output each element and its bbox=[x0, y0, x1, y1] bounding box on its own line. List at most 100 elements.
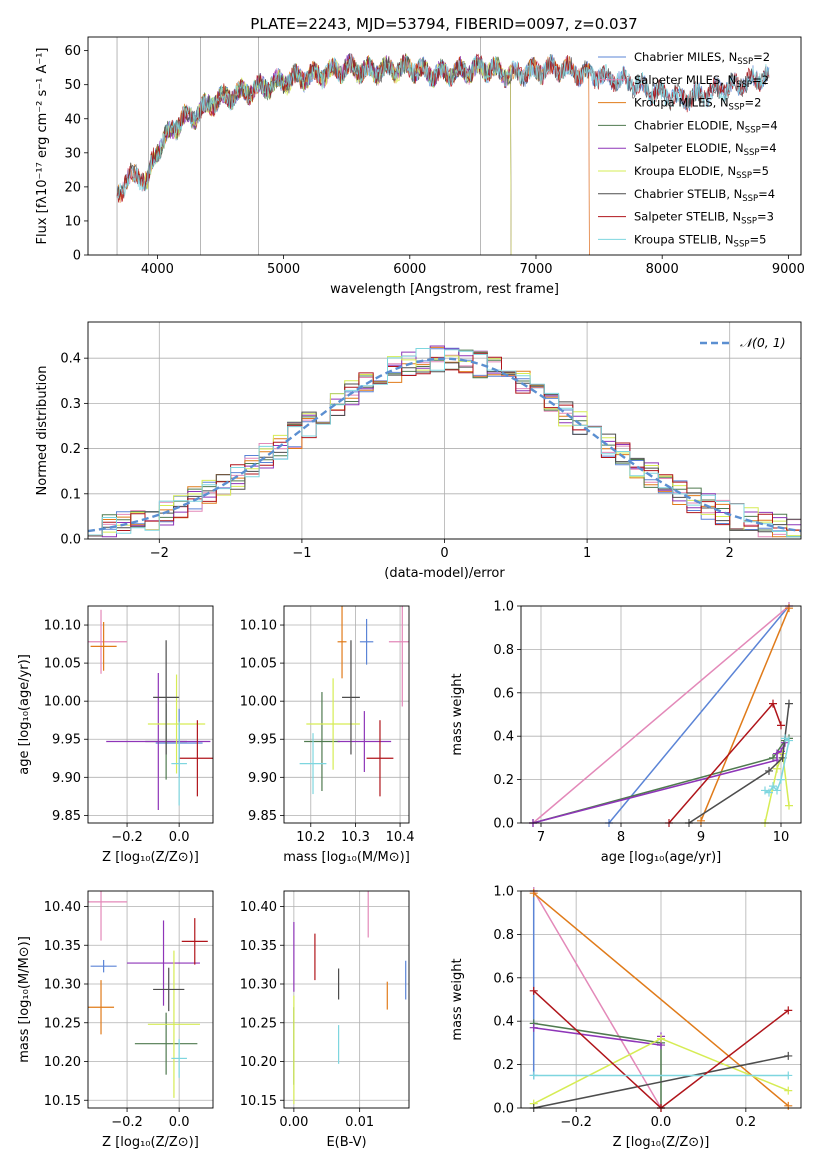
weight-marker-c7 bbox=[529, 986, 538, 995]
panel-spectrum: 4000 5000 6000 7000 8000 9000 0 10 20 30 40 50 60 wav… bbox=[35, 36, 805, 297]
legend-tail: =4 bbox=[758, 187, 775, 201]
x-tick-label: 1 bbox=[583, 546, 591, 561]
y-tick-label: 10.00 bbox=[44, 695, 81, 710]
y-tick-label: 10.30 bbox=[44, 978, 81, 993]
weight-marker-c8 bbox=[769, 782, 777, 791]
plot-area bbox=[88, 609, 213, 811]
y-axis-label: age [log₁₀(age/yr)] bbox=[17, 654, 32, 775]
weight-marker-c2 bbox=[784, 1101, 793, 1110]
weight-marker-c6 bbox=[785, 699, 793, 708]
legend-tail: =4 bbox=[761, 118, 778, 132]
weight-marker-c2 bbox=[697, 816, 705, 825]
legend-entry: Chabrier ELODIE, NSSP=4 bbox=[634, 118, 778, 135]
x-axis-label: mass [log₁₀(M/M⊙)] bbox=[283, 850, 410, 865]
y-tick-label: 40 bbox=[64, 112, 81, 127]
weight-marker-c8 bbox=[765, 788, 773, 797]
panel-age_vs_mass: 10.2 10.3 10.4 9.85 9.90 9.95 10.00 10.05 10.10 m… bbox=[240, 605, 415, 865]
legend-sub: SSP bbox=[745, 125, 761, 135]
y-tick-label: 10 bbox=[64, 214, 81, 229]
histogram-c6 bbox=[88, 352, 801, 536]
y-tick-label: 9.90 bbox=[248, 771, 277, 786]
legend-tail: =5 bbox=[752, 164, 769, 178]
y-tick-label: 0.8 bbox=[493, 928, 514, 943]
legend-name: Kroupa MILES, N bbox=[634, 96, 729, 110]
x-tick-label: 0.01 bbox=[345, 1115, 374, 1130]
x-tick-label: 5000 bbox=[267, 262, 300, 277]
legend-sub: SSP bbox=[729, 103, 745, 113]
legend-entry: Salpeter MILES, NSSP=2 bbox=[634, 73, 769, 90]
legend-name: Chabrier STELIB, N bbox=[634, 187, 742, 201]
axes-frame bbox=[87, 36, 802, 256]
legend-entry: Kroupa STELIB, NSSP=5 bbox=[634, 232, 766, 249]
weight-marker-c7 bbox=[769, 699, 777, 708]
y-tick-label: 30 bbox=[64, 146, 81, 161]
legend-sub: SSP bbox=[742, 194, 758, 204]
legend-entry: Chabrier MILES, NSSP=2 bbox=[634, 50, 770, 67]
normal-curve bbox=[88, 357, 801, 533]
legend-entry: Kroupa MILES, NSSP=2 bbox=[634, 96, 761, 113]
y-tick-label: 9.95 bbox=[248, 733, 277, 748]
y-tick-label: 50 bbox=[64, 78, 81, 93]
y-tick-label: 10.10 bbox=[44, 619, 81, 634]
legend-sub: SSP bbox=[736, 171, 752, 181]
figure-title: PLATE=2243, MJD=53794, FIBERID=0097, z=0… bbox=[250, 15, 637, 33]
weight-line-c1 bbox=[533, 890, 662, 1109]
x-tick-label: 10.3 bbox=[341, 830, 370, 845]
weight-line-c2 bbox=[533, 892, 789, 1107]
legend-tail: =2 bbox=[744, 96, 761, 110]
x-tick-label: 0 bbox=[440, 546, 448, 561]
y-axis-label: Normed distribution bbox=[35, 366, 50, 496]
y-tick-label: 1.0 bbox=[493, 600, 514, 615]
x-tick-label: −0.2 bbox=[111, 830, 143, 845]
weight-line-c4 bbox=[532, 742, 786, 824]
spectrum-series-c8 bbox=[116, 53, 770, 199]
x-tick-label: −1 bbox=[292, 546, 311, 561]
legend-entry: Chabrier STELIB, NSSP=4 bbox=[634, 187, 775, 204]
legend-sub: SSP bbox=[741, 217, 757, 227]
x-axis-label: Z [log₁₀(Z/Z⊙)] bbox=[102, 1135, 199, 1150]
x-axis-label: Z [log₁₀(Z/Z⊙)] bbox=[102, 850, 199, 865]
x-tick-label: 10 bbox=[773, 830, 790, 845]
y-tick-label: 10.20 bbox=[240, 1055, 277, 1070]
legend-tail: =2 bbox=[752, 73, 769, 87]
x-tick-label: 9 bbox=[697, 830, 705, 845]
y-axis-label: mass weight bbox=[450, 958, 465, 1040]
spectrum-series-c3 bbox=[144, 55, 512, 255]
y-tick-label: 0.2 bbox=[493, 1058, 514, 1073]
weight-marker-c8 bbox=[777, 775, 785, 784]
x-tick-label: −0.2 bbox=[560, 1115, 592, 1130]
panel-mass_vs_ebv: 0.00 0.01 10.15 10.20 10.25 10.30 10.35 10.40 E(… bbox=[240, 890, 410, 1150]
plot-area bbox=[116, 37, 770, 255]
legend-tail: =2 bbox=[753, 50, 770, 64]
x-axis-label: E(B-V) bbox=[326, 1135, 366, 1150]
y-tick-label: 0.4 bbox=[60, 352, 81, 367]
legend-sub: SSP bbox=[734, 239, 750, 249]
weight-marker-c7 bbox=[784, 1006, 793, 1015]
y-axis-label: mass weight bbox=[450, 673, 465, 755]
x-tick-label: 0.2 bbox=[736, 1115, 757, 1130]
legend-tail: =4 bbox=[760, 141, 777, 155]
weight-line-c6 bbox=[688, 703, 790, 824]
weight-marker-c5 bbox=[785, 801, 793, 810]
y-tick-label: 10.05 bbox=[240, 657, 277, 672]
x-tick-label: 0.0 bbox=[651, 1115, 672, 1130]
legend-name: Salpeter MILES, N bbox=[634, 73, 736, 87]
plot-area bbox=[88, 345, 801, 538]
x-tick-label: 2 bbox=[726, 546, 734, 561]
weight-marker-c4 bbox=[529, 1023, 538, 1032]
y-tick-label: 0.8 bbox=[493, 643, 514, 658]
legend-tail: =5 bbox=[749, 232, 766, 246]
y-tick-label: 10.35 bbox=[240, 939, 277, 954]
x-axis-label: age [log₁₀(age/yr)] bbox=[601, 850, 722, 865]
panel-age_vs_Z: −0.2 0.0 9.85 9.90 9.95 10.00 10.05 10.10 Z [log… bbox=[17, 605, 214, 865]
x-tick-label: 0.0 bbox=[169, 1115, 190, 1130]
weight-line-c2 bbox=[700, 607, 790, 822]
weight-marker-c8 bbox=[773, 786, 781, 795]
weight-marker-c8 bbox=[784, 1071, 793, 1080]
axes-frame bbox=[520, 890, 802, 1109]
y-tick-label: 0.2 bbox=[60, 442, 81, 457]
x-axis-label: wavelength [Angstrom, rest frame] bbox=[330, 282, 559, 297]
x-tick-label: 10.4 bbox=[386, 830, 415, 845]
